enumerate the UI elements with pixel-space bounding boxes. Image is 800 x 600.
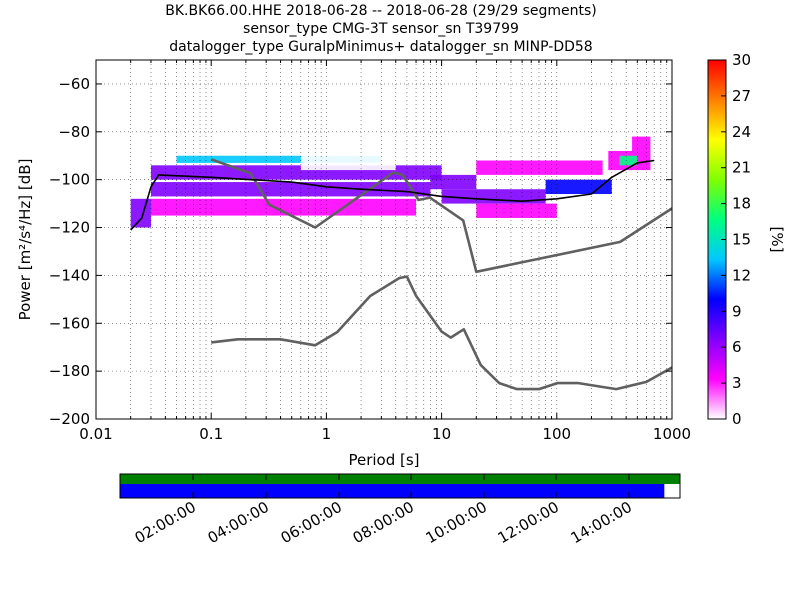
colorbar-tick-label: 24 [732, 123, 751, 141]
x-tick-label: 10 [432, 425, 451, 443]
x-tick-label: 0.1 [199, 425, 223, 443]
axes: 0.01 0.1 1 10 100 1000 −200 −180 −160 −140 −120 −10… [16, 60, 691, 469]
x-tick-label: 1 [322, 425, 332, 443]
y-tick-label: −100 [49, 171, 90, 189]
x-tick-label: 0.01 [79, 425, 112, 443]
psd-band [155, 112, 301, 137]
timeline-tick-label: 02:00:00 [132, 498, 199, 547]
timeline-tick-label: 14:00:00 [568, 498, 635, 547]
psd-band [632, 136, 651, 151]
colorbar-tick-label: 21 [732, 159, 751, 177]
psd-heatmap [130, 112, 651, 247]
colorbar-label: [%] [768, 227, 786, 253]
psd-band [476, 160, 603, 175]
x-tick-label: 100 [542, 425, 571, 443]
series-line-mode [130, 159, 655, 231]
timeline-frame [119, 473, 681, 499]
psd-band [476, 222, 557, 247]
series-line-nhnm [210, 158, 672, 274]
timeline-tick-label: 08:00:00 [350, 498, 417, 547]
reference-curves [130, 158, 672, 391]
y-tick-label: −120 [49, 219, 90, 237]
colorbar-tick-label: 3 [732, 374, 742, 392]
timeline-coverage-bar [120, 484, 665, 498]
psd-band [441, 189, 546, 204]
timeline-tick-label: 10:00:00 [423, 498, 490, 547]
colorbar-tick-label: 18 [732, 195, 751, 213]
colorbar-tick-label: 12 [732, 266, 751, 284]
colorbar-tick-label: 9 [732, 302, 742, 320]
timeline-tick-label: 06:00:00 [278, 498, 345, 547]
timeline: 02:00:00 04:00:00 06:00:00 08:00:00 10:00:00… [119, 473, 681, 547]
timeline-tick-label: 04:00:00 [205, 498, 272, 547]
x-axis-label: Period [s] [348, 451, 419, 469]
psd-band [476, 203, 557, 218]
colorbar-tick-label: 0 [732, 410, 742, 428]
y-tick-label: −80 [58, 123, 90, 141]
psd-band [176, 155, 382, 163]
psd-band [150, 182, 431, 197]
colorbar-tick-label: 15 [732, 231, 751, 249]
timeline-segments-bar [120, 474, 680, 484]
chart-title-line-2: sensor_type CMG-3T sensor_sn T39799 [243, 21, 519, 37]
y-tick-label: −60 [58, 75, 90, 93]
psd-band [619, 155, 638, 166]
colorbar: 0 3 6 9 12 15 18 21 24 27 30 [%] [707, 51, 786, 428]
colorbar-tick-label: 6 [732, 338, 742, 356]
y-tick-label: −160 [49, 314, 90, 332]
colorbar-tick-label: 27 [732, 87, 751, 105]
y-tick-label: −200 [49, 410, 90, 428]
colorbar-tick-label: 30 [732, 51, 751, 69]
x-tick-label: 1000 [653, 425, 691, 443]
series-line-nlnm [211, 275, 672, 391]
timeline-tick-label: 12:00:00 [495, 498, 562, 547]
plot-frame [95, 59, 673, 420]
psd-band [430, 174, 477, 190]
y-axis-label: Power [m²/s⁴/Hz] [dB] [16, 159, 34, 321]
psd-band [300, 150, 396, 171]
chart-title-line-1: BK.BK66.00.HHE 2018-06-28 -- 2018-06-28 … [165, 3, 597, 19]
psd-band [545, 179, 612, 195]
y-tick-label: −180 [49, 362, 90, 380]
chart-title-line-3: datalogger_type GuralpMinimus+ datalogge… [169, 39, 593, 55]
y-tick-label: −140 [49, 266, 90, 284]
psd-band [130, 198, 151, 228]
